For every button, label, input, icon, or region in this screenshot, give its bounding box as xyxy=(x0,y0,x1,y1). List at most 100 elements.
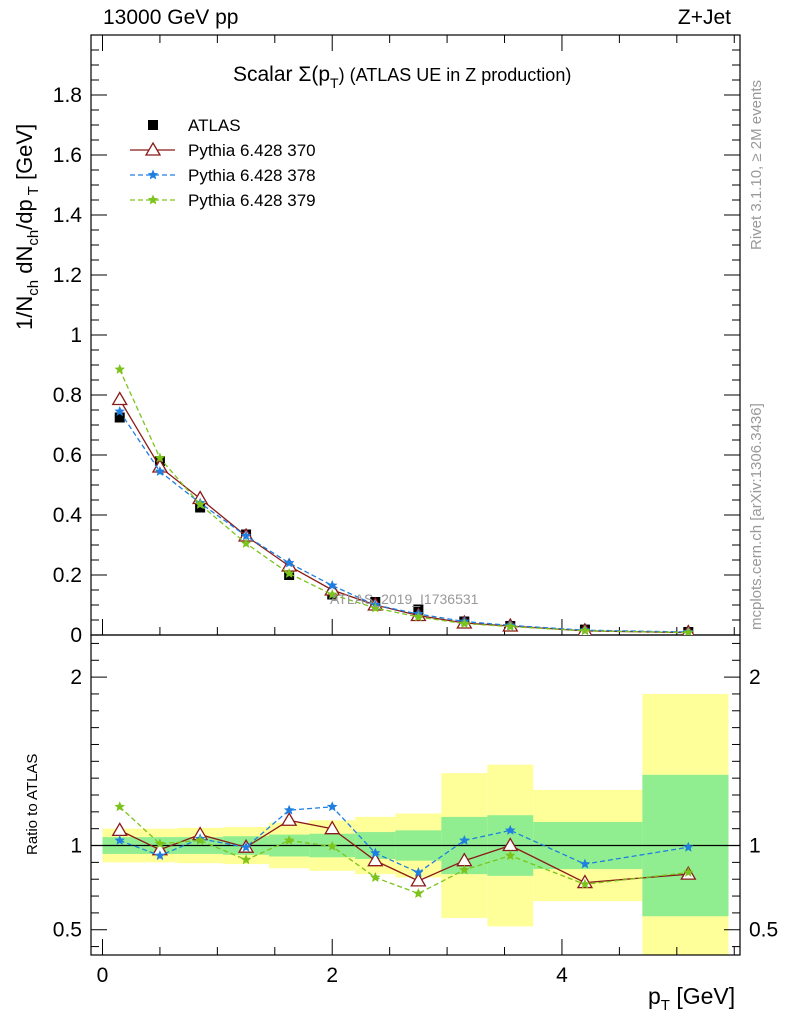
data-point xyxy=(459,835,470,845)
chart-title-sub: T xyxy=(330,75,339,91)
data-point xyxy=(579,858,591,869)
data-point xyxy=(370,872,381,882)
data-point xyxy=(410,872,427,887)
data-point xyxy=(579,878,591,889)
legend-entry-3: Pythia 6.428 379 xyxy=(130,191,316,210)
chart-title-tail: ) (ATLAS UE in Z production) xyxy=(339,65,572,85)
data-point xyxy=(459,864,470,875)
data-point xyxy=(579,625,591,635)
data-point xyxy=(154,838,166,849)
legend-entry-2: Pythia 6.428 378 xyxy=(130,166,316,185)
data-point xyxy=(240,538,252,548)
chart-title: Scalar Σ(pT) (ATLAS UE in Z production) xyxy=(233,63,571,91)
data-point xyxy=(281,811,298,826)
legend-marker xyxy=(147,169,159,180)
series-line xyxy=(119,806,689,895)
data-point xyxy=(413,867,424,877)
y-tick-label: 1.6 xyxy=(53,144,82,167)
mcplots-label: mcplots.cern.ch [arXiv:1306.3436] xyxy=(748,403,765,630)
y-tick-label: 0.8 xyxy=(53,384,82,407)
legend-marker xyxy=(147,194,159,205)
data-point xyxy=(413,611,424,622)
data-point xyxy=(505,621,516,631)
y-tick-label: 0.6 xyxy=(53,444,82,467)
data-point xyxy=(114,801,125,812)
rivet-label: Rivet 3.1.10, ≥ 2M events xyxy=(748,80,765,250)
ratio-tick-label-right: 0.5 xyxy=(749,919,778,942)
legend-label: Pythia 6.428 370 xyxy=(188,141,316,160)
legend-marker xyxy=(148,120,158,130)
y-tick-label: 0.4 xyxy=(53,504,83,527)
data-point xyxy=(327,580,338,590)
data-point xyxy=(683,627,694,635)
ratio-tick-label-left: 0.5 xyxy=(53,919,82,942)
data-point xyxy=(324,820,341,835)
y-tick-label: 0.2 xyxy=(53,564,82,587)
series-line xyxy=(119,369,689,634)
data-point xyxy=(367,852,384,867)
data-point xyxy=(114,406,125,416)
y-tick-label: 1.2 xyxy=(53,264,82,287)
series-3 xyxy=(114,364,694,635)
ratio-tick-label-left: 2 xyxy=(70,666,82,689)
data-point xyxy=(327,801,338,812)
data-point xyxy=(114,412,125,423)
y-tick-label: 1.4 xyxy=(53,204,83,227)
x-axis-label-tail: [GeV] xyxy=(670,983,735,1009)
legend: ATLAS Pythia 6.428 370 Pythia 6.428 378 Pyt… xyxy=(130,116,316,210)
data-point xyxy=(283,557,295,568)
axis-labels: 0 2 4 0 0.2 0.4 0.6 0.8 1 1.2 1.4 1.6 1.8 0.5 0.5 1 1 2 2 xyxy=(53,84,778,987)
data-point xyxy=(459,618,470,628)
data-point xyxy=(114,835,125,845)
x-tick-label: 4 xyxy=(556,964,568,987)
x-tick-label: 0 xyxy=(97,964,109,987)
main-series xyxy=(111,364,695,635)
data-point xyxy=(683,841,694,852)
series-1 xyxy=(114,801,694,877)
data-point xyxy=(283,835,295,845)
x-axis-label-sub: T xyxy=(661,997,670,1014)
y-tick-label: 0 xyxy=(70,624,82,647)
data-point xyxy=(505,850,516,861)
data-point xyxy=(194,499,206,509)
data-point xyxy=(114,364,125,374)
legend-label: ATLAS xyxy=(188,116,241,135)
series-line xyxy=(119,411,689,633)
ratio-series xyxy=(111,801,697,898)
data-point xyxy=(283,568,295,578)
legend-entry-0: ATLAS xyxy=(148,116,241,135)
series-2 xyxy=(114,801,694,898)
data-point xyxy=(240,841,252,852)
data-point xyxy=(370,847,381,858)
data-point xyxy=(195,502,206,513)
data-point xyxy=(154,466,166,476)
ratio-tick-label-right: 2 xyxy=(749,666,761,689)
data-point xyxy=(240,854,252,865)
x-axis-label-main: p xyxy=(648,983,661,1009)
axis-ticks xyxy=(91,35,740,955)
legend-label: Pythia 6.428 379 xyxy=(188,191,316,210)
y-tick-label: 1.8 xyxy=(53,84,82,107)
data-point xyxy=(683,867,694,877)
ratio-tick-label-right: 1 xyxy=(749,835,761,858)
data-point xyxy=(327,589,338,599)
legend-label: Pythia 6.428 378 xyxy=(188,166,316,185)
series-line xyxy=(119,806,689,874)
header-left: 13000 GeV pp xyxy=(103,6,239,29)
data-point xyxy=(505,824,516,835)
ratio-tick-label-left: 1 xyxy=(70,835,82,858)
data-point xyxy=(194,835,206,845)
legend-marker xyxy=(144,141,162,156)
x-tick-label: 2 xyxy=(326,964,338,987)
legend-entry-1: Pythia 6.428 370 xyxy=(130,141,316,160)
data-point xyxy=(327,840,338,851)
data-point xyxy=(111,391,128,406)
chart-title-main: Scalar Σ(p xyxy=(233,63,330,86)
data-point xyxy=(154,850,166,861)
y-tick-label: 1 xyxy=(70,324,82,347)
series-0 xyxy=(111,811,697,889)
data-point xyxy=(240,530,252,541)
data-point xyxy=(370,602,381,613)
x-axis-label: pT [GeV] xyxy=(648,983,735,1014)
